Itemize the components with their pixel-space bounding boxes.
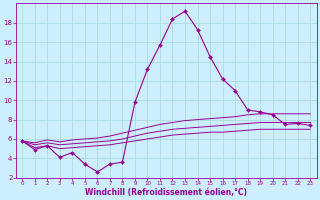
X-axis label: Windchill (Refroidissement éolien,°C): Windchill (Refroidissement éolien,°C) xyxy=(85,188,247,197)
